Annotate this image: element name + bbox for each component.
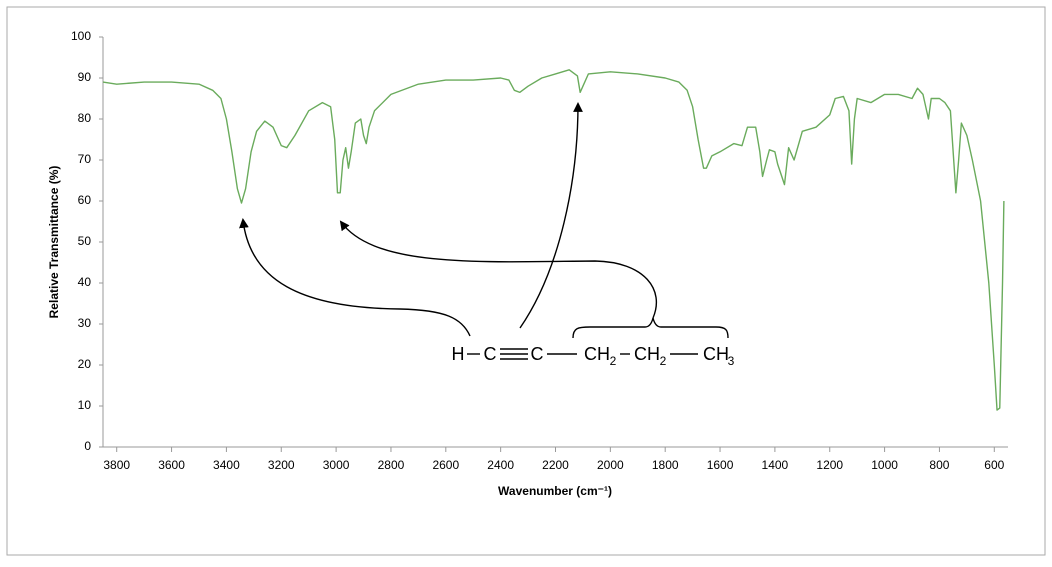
x-axis-title: Wavenumber (cm⁻¹) (498, 484, 612, 498)
y-tick-label: 20 (78, 357, 92, 371)
y-tick-label: 90 (78, 70, 92, 84)
y-tick-label: 0 (84, 439, 91, 453)
atom: CH (703, 344, 729, 364)
x-tick-label: 3800 (103, 458, 130, 472)
x-tick-label: 2800 (378, 458, 405, 472)
frame (6, 6, 1046, 556)
x-tick-label: 2600 (432, 458, 459, 472)
arrow (339, 220, 658, 319)
x-tick-label: 2400 (487, 458, 514, 472)
atom: C (531, 344, 544, 364)
x-tick-label: 1600 (707, 458, 734, 472)
structure: H C C CH 2 CH 2 CH 3 (239, 102, 735, 368)
atom: H (452, 344, 465, 364)
arrow (519, 102, 583, 329)
atom: CH (584, 344, 610, 364)
x-tick-label: 2000 (597, 458, 624, 472)
x-tick-label: 800 (929, 458, 949, 472)
atom: CH (634, 344, 660, 364)
subscript: 2 (660, 354, 667, 368)
brace (572, 317, 729, 339)
subscript: 3 (728, 354, 735, 368)
y-tick-label: 50 (78, 234, 92, 248)
y-tick-label: 70 (78, 152, 92, 166)
arrow (239, 218, 471, 337)
y-tick-label: 60 (78, 193, 92, 207)
y-tick-label: 100 (71, 29, 91, 43)
x-tick-label: 1400 (762, 458, 789, 472)
subscript: 2 (610, 354, 617, 368)
x-tick-label: 3600 (158, 458, 185, 472)
y-tick-label: 30 (78, 316, 92, 330)
atom: C (484, 344, 497, 364)
x-tick-label: 3400 (213, 458, 240, 472)
x-tick-label: 600 (984, 458, 1004, 472)
x-tick-label: 1800 (652, 458, 679, 472)
y-tick-label: 80 (78, 111, 92, 125)
y-axis-title: Relative Transmittance (%) (47, 166, 61, 319)
x-tick-label: 1200 (816, 458, 843, 472)
y-tick-label: 10 (78, 398, 92, 412)
x-tick-label: 1000 (871, 458, 898, 472)
x-tick-label: 3000 (323, 458, 350, 472)
x-tick-label: 2200 (542, 458, 569, 472)
x-tick-label: 3200 (268, 458, 295, 472)
y-tick-label: 40 (78, 275, 92, 289)
spectrum-line (102, 69, 1005, 411)
